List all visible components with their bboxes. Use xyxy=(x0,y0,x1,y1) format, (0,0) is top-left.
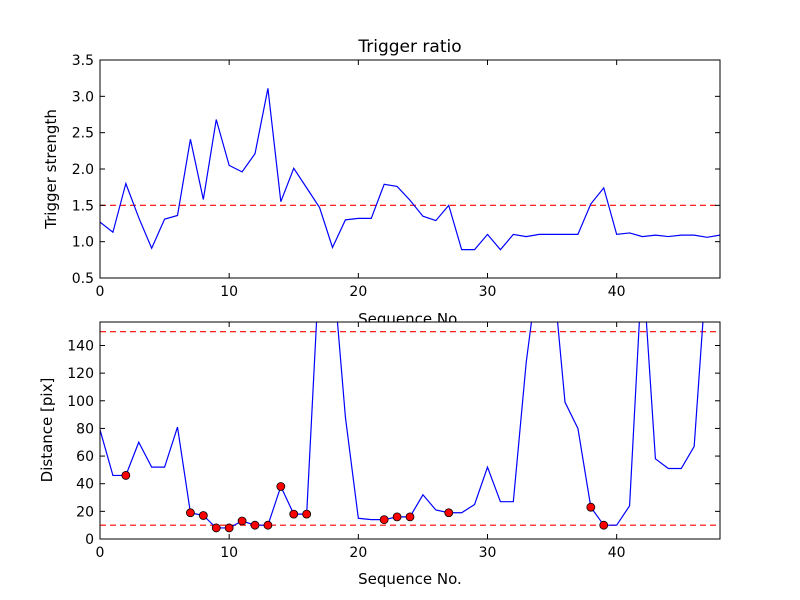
bottom-marker-point xyxy=(405,512,415,522)
bottom-marker-point xyxy=(289,509,299,519)
bottom-y-tick-label: 140 xyxy=(67,338,94,354)
bottom-marker-point xyxy=(599,520,609,530)
bottom-marker-point xyxy=(198,511,208,520)
bottom-marker-point xyxy=(444,508,454,518)
bottom-marker-point xyxy=(224,523,234,533)
bottom-x-tick-label: 10 xyxy=(220,545,238,561)
top-y-tick-label: 2.5 xyxy=(72,126,94,142)
top-y-tick-label: 0.5 xyxy=(72,271,94,287)
bottom-x-axis-label: Sequence No. xyxy=(358,570,462,588)
bottom-y-tick-label: 100 xyxy=(67,394,94,410)
bottom-marker-point xyxy=(237,516,247,526)
top-x-tick-label: 20 xyxy=(349,284,367,300)
bottom-x-tick-label: 20 xyxy=(349,545,367,561)
top-chart: Trigger ratio 0 10 20 30 40 0.5 1.0 1.5 2.0 2.5 3.… xyxy=(42,37,721,328)
bottom-marker-point xyxy=(379,515,389,525)
bottom-marker-point xyxy=(302,509,312,519)
bottom-x-tick-label: 30 xyxy=(479,545,497,561)
bottom-axis-ticks: 0 10 20 30 40 0 20 40 60 80 100 120 140 xyxy=(67,322,720,561)
top-y-tick-label: 3.0 xyxy=(72,89,94,105)
bottom-y-tick-label: 80 xyxy=(76,421,94,437)
top-chart-title: Trigger ratio xyxy=(357,37,461,57)
top-x-tick-label: 10 xyxy=(220,284,238,300)
bottom-plot-area xyxy=(100,322,720,533)
bottom-marker-point xyxy=(121,471,131,480)
bottom-marker-point xyxy=(586,502,596,512)
bottom-marker-point xyxy=(276,482,286,491)
top-y-tick-label: 1.5 xyxy=(72,198,94,214)
top-axis-ticks: 0 10 20 30 40 0.5 1.0 1.5 2.0 2.5 3.0 3.5 xyxy=(72,53,720,300)
bottom-marker-point xyxy=(263,520,273,530)
bottom-axes-background xyxy=(100,322,720,539)
top-x-tick-label: 40 xyxy=(608,284,626,300)
top-axes-frame xyxy=(99,59,721,279)
top-y-tick-label: 2.0 xyxy=(72,162,94,178)
bottom-x-tick-label: 0 xyxy=(96,545,105,561)
top-y-axis-label: Trigger strength xyxy=(42,109,60,230)
bottom-y-tick-label: 120 xyxy=(67,366,94,382)
bottom-axes-frame xyxy=(99,321,721,540)
top-x-tick-label: 30 xyxy=(479,284,497,300)
bottom-y-tick-label: 60 xyxy=(76,449,94,465)
top-y-tick-label: 1.0 xyxy=(72,235,94,251)
bottom-marker-point xyxy=(186,508,195,518)
bottom-y-tick-label: 20 xyxy=(76,504,94,520)
bottom-chart: 0 10 20 30 40 0 20 40 60 80 100 120 140 Sequence No.… xyxy=(38,321,721,588)
bottom-y-tick-label: 0 xyxy=(85,532,94,548)
bottom-x-tick-label: 40 xyxy=(608,545,626,561)
bottom-marker-point xyxy=(250,520,260,530)
bottom-y-axis-label: Distance [pix] xyxy=(38,378,56,483)
top-y-tick-label: 3.5 xyxy=(72,53,94,69)
top-x-tick-label: 0 xyxy=(96,284,105,300)
top-series-line xyxy=(100,88,720,251)
bottom-y-tick-label: 40 xyxy=(76,477,94,493)
bottom-marker-point xyxy=(392,512,402,522)
bottom-marker-point xyxy=(211,523,221,533)
top-plot-area xyxy=(100,88,720,251)
